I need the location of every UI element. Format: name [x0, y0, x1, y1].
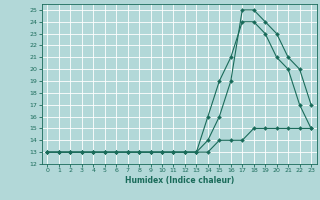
X-axis label: Humidex (Indice chaleur): Humidex (Indice chaleur): [124, 176, 234, 185]
